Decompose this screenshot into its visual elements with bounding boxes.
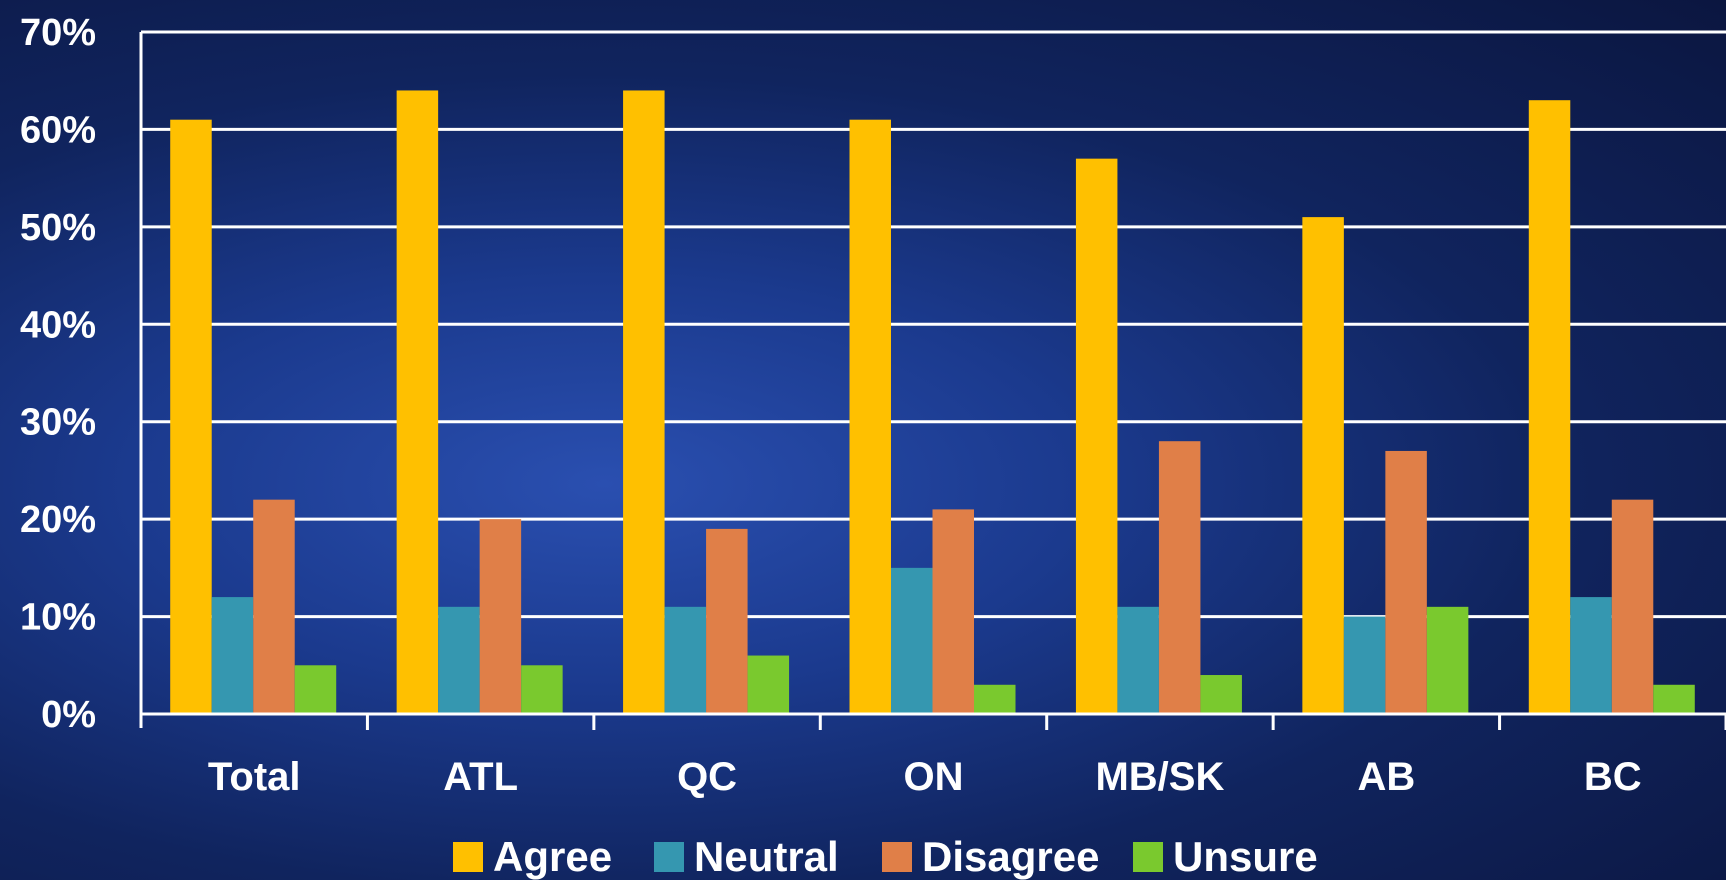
bar-agree-atl xyxy=(396,90,439,714)
bar-agree-bc xyxy=(1528,100,1571,714)
bar-unsure-ab xyxy=(1426,606,1469,714)
y-tick-label: 10% xyxy=(20,597,96,639)
y-tick-label: 50% xyxy=(20,207,96,249)
x-category-label: BC xyxy=(1584,755,1642,799)
bar-disagree-bc xyxy=(1611,499,1654,714)
legend-label-unsure: Unsure xyxy=(1173,833,1318,880)
bar-neutral-total xyxy=(211,597,254,714)
legend-swatch-neutral xyxy=(654,842,684,872)
bar-neutral-bc xyxy=(1570,597,1612,714)
bar-neutral-atl xyxy=(438,606,480,714)
bar-agree-mb-sk xyxy=(1075,158,1118,714)
legend-label-agree: Agree xyxy=(493,833,612,880)
bar-agree-total xyxy=(170,119,212,714)
bar-unsure-total xyxy=(294,665,337,714)
x-category-label: ATL xyxy=(443,755,518,799)
bar-neutral-mb-sk xyxy=(1117,606,1159,714)
y-tick-label: 40% xyxy=(20,304,96,346)
bar-agree-on xyxy=(849,119,891,714)
x-category-label: AB xyxy=(1357,755,1415,799)
x-category-label: QC xyxy=(677,755,737,799)
legend-label-disagree: Disagree xyxy=(922,833,1099,880)
y-tick-label: 30% xyxy=(20,402,96,444)
y-tick-label: 0% xyxy=(41,694,96,736)
x-category-label: ON xyxy=(904,755,964,799)
x-category-label: Total xyxy=(208,755,301,799)
legend-swatch-agree xyxy=(453,842,483,872)
y-axis-tick-labels: 0% 10% 20% 30% 40% 50% 60% 70% xyxy=(20,12,96,736)
bar-disagree-total xyxy=(253,499,295,714)
bar-disagree-qc xyxy=(706,528,748,714)
bar-disagree-ab xyxy=(1385,450,1427,714)
y-tick-label: 20% xyxy=(20,499,96,541)
bar-neutral-on xyxy=(891,567,933,714)
legend: Agree Neutral Disagree Unsure xyxy=(453,833,1318,880)
bar-unsure-on xyxy=(974,684,1016,714)
bar-neutral-qc xyxy=(664,606,707,714)
bar-neutral-ab xyxy=(1343,616,1386,714)
bar-unsure-qc xyxy=(747,655,790,714)
bar-agree-ab xyxy=(1302,217,1344,714)
bar-unsure-bc xyxy=(1653,684,1695,714)
y-tick-label: 70% xyxy=(20,12,96,54)
bar-disagree-on xyxy=(932,509,974,714)
axes xyxy=(139,32,1726,730)
legend-label-neutral: Neutral xyxy=(694,833,839,880)
bar-disagree-atl xyxy=(479,519,522,714)
bars xyxy=(170,90,1695,714)
y-tick-label: 60% xyxy=(20,109,96,151)
bar-unsure-atl xyxy=(521,665,563,714)
x-category-label: MB/SK xyxy=(1095,755,1224,799)
bar-unsure-mb-sk xyxy=(1200,675,1242,714)
legend-swatch-unsure xyxy=(1133,842,1163,872)
legend-swatch-disagree xyxy=(882,842,912,872)
x-axis-category-labels: Total ATL QC ON MB/SK AB BC xyxy=(208,755,1642,799)
bar-disagree-mb-sk xyxy=(1158,441,1201,714)
bar-agree-qc xyxy=(623,90,665,714)
